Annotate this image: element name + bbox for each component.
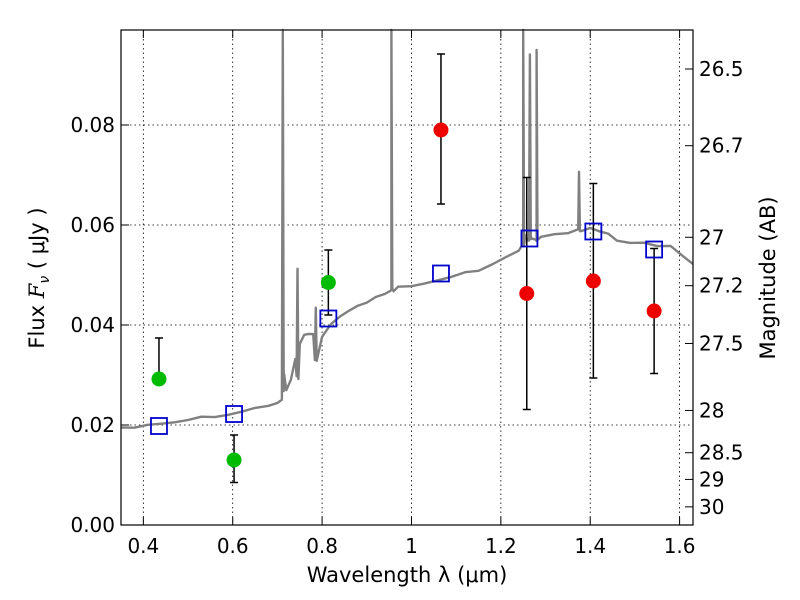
spectrum-layer <box>120 28 694 429</box>
y-tick-label: 0.00 <box>70 513 115 537</box>
axis-ticks: 0.4 0.6 0.8 1 1.2 1.4 1.6 0.00 0.02 0.04 0.06 0.08 2… <box>70 30 744 558</box>
x-tick-label: 1 <box>405 534 418 558</box>
y-axis-label: Flux Fν ( μJy ) <box>25 207 53 348</box>
mag-tick-label: 29 <box>699 467 724 491</box>
y-tick-label: 0.04 <box>70 313 115 337</box>
red-point <box>519 286 535 301</box>
mag-tick-label: 28.5 <box>699 441 744 465</box>
x-tick-label: 0.8 <box>306 534 338 558</box>
model-square <box>319 309 338 328</box>
x-axis-label: Wavelength λ (μm) <box>307 563 508 587</box>
model-square <box>645 240 664 259</box>
model-square <box>584 222 603 241</box>
mag-tick-label: 27.5 <box>699 331 744 355</box>
y-tick-label: 0.06 <box>70 213 115 237</box>
model-square <box>432 264 450 283</box>
x-tick-label: 1.2 <box>485 534 517 558</box>
x-tick-label: 1.6 <box>664 534 696 558</box>
x-tick-label: 1.4 <box>574 534 606 558</box>
mag-tick-label: 27 <box>699 225 724 249</box>
error-bars <box>154 53 659 484</box>
model-square <box>150 417 168 435</box>
y-tick-label: 0.08 <box>70 113 115 137</box>
x-tick-label: 0.4 <box>127 534 159 558</box>
red-point <box>646 303 662 319</box>
mag-tick-label: 28 <box>699 398 724 422</box>
red-point <box>433 122 449 138</box>
spectrum-line <box>120 28 694 429</box>
mag-tick-label: 30 <box>699 495 724 519</box>
plot-frame <box>120 29 694 526</box>
mag-tick-label: 26.5 <box>699 57 744 81</box>
magnitude-axis-label: Magnitude (AB) <box>756 196 780 359</box>
green-point <box>151 371 167 387</box>
model-square <box>225 405 243 423</box>
mag-tick-label: 27.2 <box>699 274 744 298</box>
x-tick-label: 0.6 <box>217 534 249 558</box>
grid-layer <box>121 30 693 526</box>
red-point <box>585 273 601 289</box>
data-points <box>150 122 664 468</box>
green-point <box>226 452 242 468</box>
mag-tick-label: 26.7 <box>699 134 744 158</box>
y-tick-label: 0.02 <box>70 413 115 437</box>
model-square <box>520 229 539 248</box>
green-point <box>320 275 336 290</box>
